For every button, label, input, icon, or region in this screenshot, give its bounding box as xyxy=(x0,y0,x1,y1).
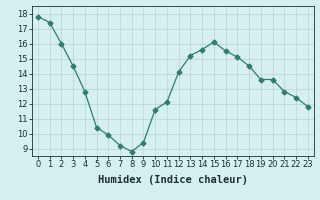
X-axis label: Humidex (Indice chaleur): Humidex (Indice chaleur) xyxy=(98,175,248,185)
